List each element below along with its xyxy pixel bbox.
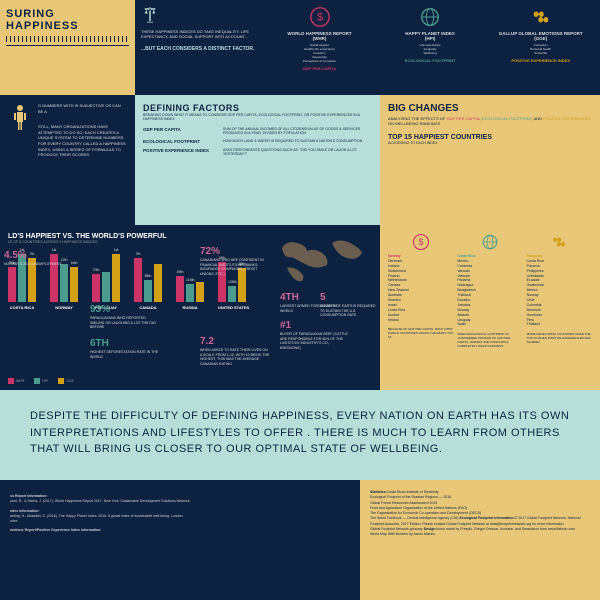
bar: 16th — [70, 267, 78, 302]
bar: 49th — [176, 276, 184, 302]
credits: ss Report information:yard, R., & Sachs,… — [0, 480, 360, 600]
legend-item: HPI — [34, 378, 48, 384]
rank-col: Costa RicaMexico Colombia Vanuatu Vietna… — [457, 233, 522, 382]
metric-dollar: $WORLD HAPPINESS REPORT(WHR)Social suppo… — [266, 6, 373, 89]
defining-factors: DEFINING FACTORS BREAKING DOWN WHAT IT M… — [135, 95, 380, 225]
metric-globe: HAPPY PLANET INDEX(HPI)Life expectancy I… — [377, 6, 484, 89]
svg-text:$: $ — [418, 237, 423, 247]
quote-banner: DESPITE THE DIFFICULTY OF DEFINING HAPPI… — [0, 390, 600, 480]
rank-col: $NorwayDenmark Iceland Switzerland Finla… — [388, 233, 453, 382]
main-title: SURING HAPPINESS — [6, 8, 129, 32]
chart-CANADA: 7th85thCANADA — [134, 252, 162, 310]
legend-item: WHR — [8, 378, 24, 384]
stat: 72%CANADIANS WHO ARE CONFIDENT IN FINANC… — [200, 245, 270, 276]
def-row: POSITIVE EXPERIENCE INDEXASKS RESPONDENT… — [143, 148, 372, 156]
rankings: $NorwayDenmark Iceland Switzerland Finla… — [380, 225, 600, 390]
metrics-row: $WORLD HAPPINESS REPORT(WHR)Social suppo… — [266, 6, 594, 89]
stat: 6THHIGHEST DEFORESTATION RATE IN THE WOR… — [90, 337, 160, 359]
bar: 37th — [8, 267, 16, 302]
header: SURING HAPPINESS THESE HAPPINESS INDICES… — [0, 0, 600, 95]
title-box: SURING HAPPINESS — [0, 0, 135, 95]
stat: 5NUMBER OF EARTHS REQUIRED TO SUSTAIN TH… — [320, 291, 380, 318]
legend-item: GGE — [58, 378, 74, 384]
svg-text:$: $ — [316, 12, 322, 24]
happiest-section: LD'S HAPPIEST VS. THE WORLD'S POWERFUL L… — [0, 225, 380, 390]
person-icon — [8, 103, 32, 133]
numbers-text: G NUMBERS WITH IS SUBJECTIVE OS CAN BE A… — [38, 103, 127, 217]
row-3: LD'S HAPPIEST VS. THE WORLD'S POWERFUL L… — [0, 225, 600, 390]
row-2: G NUMBERS WITH IS SUBJECTIVE OS CAN BE A… — [0, 95, 600, 225]
stats-credits: Statistics:Costa Rican institute of Elec… — [360, 480, 600, 600]
bar — [196, 282, 204, 302]
footer: ss Report information:yard, R., & Sachs,… — [0, 480, 600, 600]
bar: 116th — [186, 284, 194, 302]
bar: 7th — [134, 258, 142, 302]
big-sub: ANALYZING THE EFFECTS OF GDP PER CAPITA,… — [388, 116, 592, 126]
def-row: GDP PER CAPITASUM OF THE ANNUAL INCOMES … — [143, 127, 372, 135]
stat: 7.2WHEN ASKED TO RATE THEIR LIVES ON A S… — [200, 335, 270, 366]
stat: 93%PARAGUAYANS WHO REPORTED SMILING OR L… — [90, 303, 160, 330]
chart-PARAGUAY: 70th1stPARAGUAY — [92, 252, 120, 310]
bar: 108th — [228, 286, 236, 302]
numbers-box: G NUMBERS WITH IS SUBJECTIVE OS CAN BE A… — [0, 95, 135, 225]
bar: 70th — [92, 274, 100, 302]
bar — [154, 264, 162, 302]
bar — [102, 272, 110, 302]
rank-col: ParaguayCosta Rica Panama Philippines Uz… — [527, 233, 592, 382]
bar: 1st — [112, 254, 120, 302]
big-changes: BIG CHANGES ANALYZING THE EFFECTS OF GDP… — [380, 95, 600, 225]
stat: 4.5%NORWAY'S 2016 UNEMPLOYMENT — [4, 249, 62, 267]
legend: WHR HPI GGE — [8, 378, 74, 384]
intro-left: THESE HAPPINESS INDICES DO TAKE INEQUALI… — [141, 6, 260, 89]
bar: 12th — [60, 264, 68, 302]
stat: #1BUYER OF PARAGUAYAN BEEF (CATTLE ARE R… — [280, 319, 350, 350]
intro-section: THESE HAPPINESS INDICES DO TAKE INEQUALI… — [135, 0, 600, 95]
def-row: ECOLOGICAL FOOTPRINTHOW MUCH LAND & WATE… — [143, 139, 372, 144]
bar: 85th — [144, 280, 152, 302]
ruler-icon — [6, 36, 129, 46]
scales-icon — [141, 6, 159, 24]
metric-masks: GALLUP GLOBAL EMOTIONS REPORT(GGE)Corrup… — [487, 6, 594, 89]
world-map-icon — [272, 233, 372, 283]
